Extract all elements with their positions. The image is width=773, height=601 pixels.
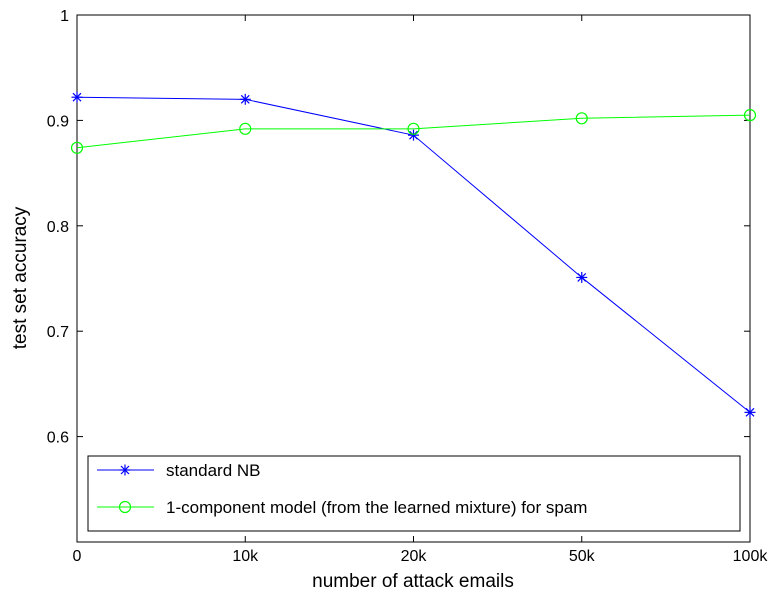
legend-marker-1-component-model (118, 500, 132, 514)
legend-marker-glyph-0 (119, 464, 131, 476)
legend-entry-1-component-model: 1-component model (from the learned mixt… (97, 498, 587, 517)
series-layer (70, 91, 757, 418)
data-point-1-1 (239, 122, 252, 135)
legend-marker-glyph-1 (118, 500, 132, 514)
x-tick-label-0: 0 (73, 548, 82, 565)
legend-label-1-component-model: 1-component model (from the learned mixt… (166, 498, 587, 517)
y-tick-label-0.7: 0.7 (47, 324, 69, 341)
series-line-1 (76, 114, 751, 149)
x-tick-label-10k: 10k (232, 548, 259, 565)
legend-label-standard-nb: standard NB (166, 461, 261, 480)
x-tick-label-50k: 50k (569, 548, 596, 565)
data-point-0-0 (71, 91, 83, 103)
data-point-1-4 (743, 109, 757, 122)
y-axis-label: test set accuracy (10, 206, 31, 349)
y-tick-label-0.6: 0.6 (47, 430, 69, 447)
y-tick-label-0.9: 0.9 (47, 113, 69, 130)
x-tick-label-20k: 20k (401, 548, 428, 565)
series-1 (70, 109, 757, 154)
data-point-1-2 (407, 122, 420, 135)
y-tick-label-1: 1 (60, 8, 69, 25)
x-axis-label: number of attack emails (312, 571, 514, 592)
series-0 (71, 91, 756, 418)
legend: standard NB 1-component model (from the … (87, 455, 741, 532)
plot-area (76, 14, 751, 543)
data-point-1-3 (575, 112, 588, 125)
data-point-1-0 (70, 141, 84, 154)
legend-marker-standard-nb (119, 464, 131, 476)
data-point-0-3 (576, 271, 588, 283)
legend-entry-standard-nb: standard NB (97, 461, 261, 480)
axes: 0 10k 20k 50k 100k 0.6 0.7 0.8 0.9 1 (47, 8, 769, 565)
y-tick-label-0.8: 0.8 (47, 219, 69, 236)
data-point-0-4 (744, 406, 756, 418)
data-point-0-1 (239, 93, 251, 105)
x-tick-label-100k: 100k (733, 548, 769, 565)
data-point-0-2 (408, 129, 419, 141)
legend-box (87, 455, 741, 532)
